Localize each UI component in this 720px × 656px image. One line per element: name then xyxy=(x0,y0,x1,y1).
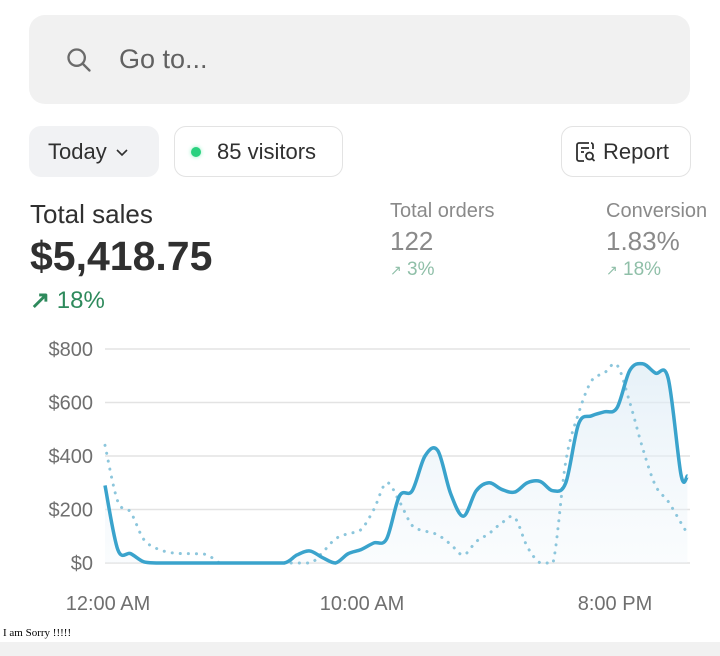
series-line-previous xyxy=(103,362,689,565)
metric-value: $5,418.75 xyxy=(30,233,213,279)
sales-chart: $0 $200 $400 $600 $800 12:00 AM 10:00 AM 8:00 P… xyxy=(49,339,690,615)
metric-label: Total orders xyxy=(390,200,495,222)
live-dot-icon xyxy=(191,146,201,157)
y-tick-label: $600 xyxy=(49,393,94,415)
x-tick-label: 8:00 PM xyxy=(578,593,652,615)
x-tick-label: 12:00 AM xyxy=(66,593,151,615)
search-input[interactable]: Go to... xyxy=(29,15,690,104)
visitors-label: 85 visitors xyxy=(217,138,317,164)
metric-label: Total sales xyxy=(30,199,153,229)
y-tick-label: $400 xyxy=(49,446,94,468)
search-placeholder: Go to... xyxy=(119,44,208,74)
trend-up-icon: ↗ xyxy=(30,287,51,314)
x-tick-label: 10:00 AM xyxy=(320,593,405,615)
footer-bar xyxy=(0,642,720,656)
series-line-current xyxy=(103,361,690,565)
metric-change: ↗ 18% xyxy=(606,259,662,280)
trend-up-icon: ↗ xyxy=(606,262,618,278)
report-button[interactable]: Report xyxy=(561,126,691,177)
report-icon xyxy=(576,141,596,162)
metric-conversion[interactable]: Conversion 1.83% ↗ 18% xyxy=(606,200,707,281)
metric-value: 1.83% xyxy=(606,226,680,256)
y-tick-label: $0 xyxy=(71,553,93,575)
search-icon xyxy=(67,47,91,72)
y-tick-label: $800 xyxy=(49,339,94,361)
metric-change: ↗ 18% xyxy=(30,287,105,314)
date-range-dropdown[interactable]: Today xyxy=(29,126,159,177)
metric-change: ↗ 3% xyxy=(390,259,435,280)
trend-up-icon: ↗ xyxy=(390,262,402,278)
series-area-fill xyxy=(105,363,688,563)
metric-value: 122 xyxy=(390,226,434,256)
report-label: Report xyxy=(603,138,670,164)
live-visitors-button[interactable]: 85 visitors xyxy=(174,126,343,177)
metric-total-sales[interactable]: Total sales $5,418.75 ↗ 18% xyxy=(30,199,212,315)
date-range-label: Today xyxy=(48,138,107,164)
metric-label: Conversion xyxy=(606,200,708,222)
metric-total-orders[interactable]: Total orders 122 ↗ 3% xyxy=(390,200,495,281)
y-tick-label: $200 xyxy=(49,500,94,522)
footer-note: I am Sorry !!!!! xyxy=(3,627,72,639)
chevron-down-icon xyxy=(116,148,128,156)
